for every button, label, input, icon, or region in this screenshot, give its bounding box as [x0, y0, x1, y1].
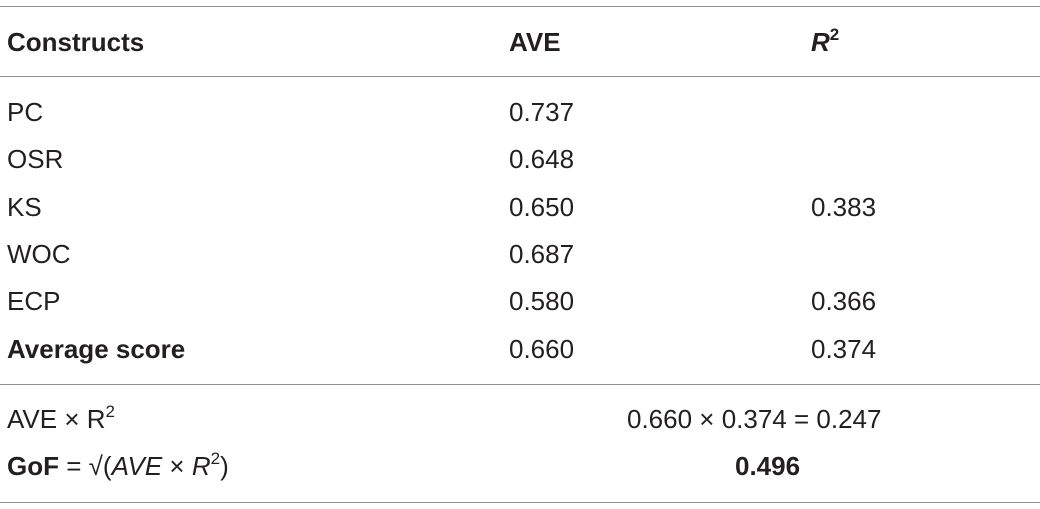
- product-label: AVE × R2: [7, 402, 115, 434]
- row-construct: KS: [7, 192, 42, 222]
- gof-paren-open: (: [102, 451, 112, 481]
- product-label-sup: 2: [105, 402, 115, 421]
- gof-paren-close: ): [220, 451, 229, 481]
- average-score-ave: 0.660: [509, 334, 575, 364]
- gof-value: 0.496: [735, 451, 801, 481]
- gof-label: GoF = √(AVE × R2): [7, 449, 229, 481]
- row-construct: PC: [7, 97, 44, 127]
- header-r2-base: R: [811, 27, 830, 57]
- row-r2: 0.383: [811, 192, 877, 222]
- header-constructs: Constructs: [7, 27, 145, 57]
- top-rule: [0, 6, 1040, 7]
- row-construct: ECP: [7, 286, 61, 316]
- header-ave: AVE: [509, 27, 561, 57]
- row-ave: 0.648: [509, 144, 575, 174]
- bottom-rule: [0, 502, 1040, 503]
- row-ave: 0.687: [509, 239, 575, 269]
- average-score-r2: 0.374: [811, 334, 877, 364]
- gof-r-sup: 2: [210, 449, 221, 468]
- footer-rule: [0, 384, 1040, 385]
- row-r2: 0.366: [811, 286, 877, 316]
- product-label-base: AVE × R: [7, 404, 106, 434]
- row-ave: 0.650: [509, 192, 575, 222]
- row-ave: 0.737: [509, 97, 575, 127]
- gof-ave: AVE: [111, 451, 163, 481]
- gof-label-bold: GoF: [7, 451, 59, 481]
- header-r2-sup: 2: [829, 25, 840, 44]
- product-value: 0.660 × 0.374 = 0.247: [627, 404, 882, 434]
- row-construct: OSR: [7, 144, 64, 174]
- header-r2: R2: [811, 25, 840, 57]
- row-ave: 0.580: [509, 286, 575, 316]
- sqrt-icon: √: [88, 451, 103, 481]
- gof-equals: =: [59, 451, 89, 481]
- average-score-label: Average score: [7, 334, 186, 364]
- gof-r: R: [191, 451, 211, 481]
- gof-times: ×: [162, 451, 192, 481]
- header-rule: [0, 76, 1040, 77]
- row-construct: WOC: [7, 239, 71, 269]
